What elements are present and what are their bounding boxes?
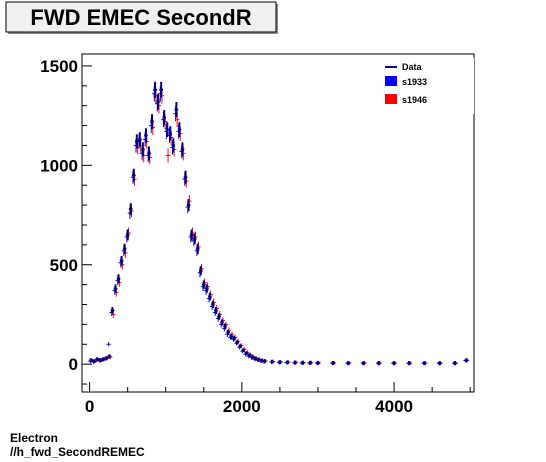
footer-label-histogram: //h_fwd_SecondREMEC [10,445,145,459]
title-box: FWD EMEC SecondR [5,1,278,34]
plot-frame [81,53,475,393]
y-tick-label: 500 [50,256,78,275]
x-axis: 0 2000 4000 [85,382,471,416]
legend-label-s1946: s1946 [402,95,427,105]
footer-label-electron: Electron [10,431,59,445]
series-data [89,81,469,366]
legend-label-data: Data [402,62,423,72]
legend: Data s1933 s1946 [379,58,474,114]
legend-item-s1946: s1946 [385,94,427,105]
legend-swatch-s1946 [385,94,397,104]
chart-title: FWD EMEC SecondR [30,5,251,30]
legend-item-data: Data [385,62,423,72]
series-s1933 [88,85,468,366]
legend-swatch-s1933 [385,76,397,86]
y-tick-label: 0 [69,355,78,374]
x-tick-label: 2000 [223,397,261,416]
y-tick-label: 1000 [40,156,78,175]
legend-item-s1933: s1933 [385,76,427,87]
y-tick-label: 1500 [40,57,78,76]
x-tick-label: 0 [85,397,94,416]
series-layer [88,81,470,366]
legend-label-s1933: s1933 [402,77,427,87]
x-tick-label: 4000 [375,397,413,416]
y-axis: 0 500 1000 1500 [40,57,92,385]
